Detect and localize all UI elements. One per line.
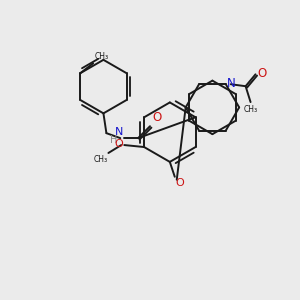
Text: O: O xyxy=(257,67,267,80)
Text: CH₃: CH₃ xyxy=(93,155,107,164)
Text: O: O xyxy=(115,139,123,149)
Text: N: N xyxy=(227,77,236,90)
Text: CH₃: CH₃ xyxy=(94,52,108,61)
Text: H: H xyxy=(110,135,117,145)
Text: CH₃: CH₃ xyxy=(244,105,258,114)
Text: O: O xyxy=(176,178,184,188)
Text: N: N xyxy=(115,127,124,137)
Text: O: O xyxy=(152,111,161,124)
